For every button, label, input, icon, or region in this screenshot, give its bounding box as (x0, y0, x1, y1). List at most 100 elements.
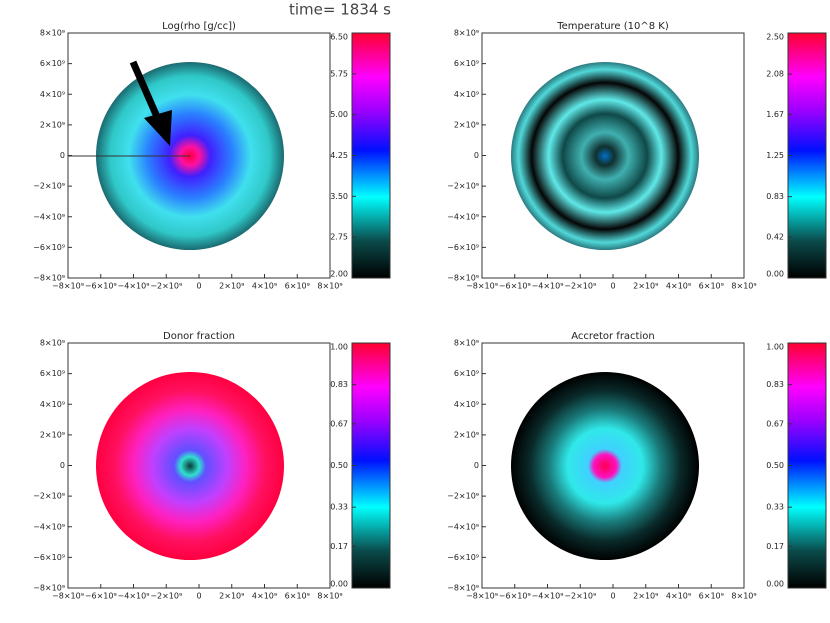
y-tick-label: −6×10⁹ (33, 243, 65, 252)
y-tick-label: 4×10⁹ (454, 90, 479, 99)
accretor-map (511, 372, 699, 560)
x-tick-label: −4×10⁹ (532, 592, 564, 601)
y-tick-label: −4×10⁹ (33, 212, 65, 221)
donor-map (96, 372, 284, 560)
y-tick-label: −6×10⁹ (447, 553, 479, 562)
colorbar-tick-label: 2.50 (766, 33, 784, 42)
colorbar-tick-label: 0.17 (330, 542, 348, 551)
colorbar-tick-label: 2.75 (330, 233, 348, 242)
x-tick-label: −8×10⁹ (466, 592, 498, 601)
y-tick-label: 6×10⁹ (454, 59, 479, 68)
colorbar-tick-label: 0.83 (766, 192, 784, 201)
colorbar-tick-label: 2.00 (330, 270, 348, 279)
x-tick-label: 4×10⁹ (666, 282, 691, 291)
colorbar-tick-label: 3.50 (330, 192, 348, 201)
x-tick-label: −4×10⁹ (118, 282, 150, 291)
colorbar-tick-label: 0.00 (766, 580, 784, 589)
colorbar-tick-label: 1.25 (766, 151, 784, 160)
x-tick-label: −6×10⁹ (499, 592, 531, 601)
x-tick-label: 4×10⁹ (252, 592, 277, 601)
x-tick-label: 2×10⁹ (219, 282, 244, 291)
colorbar-tick-label: 0.50 (766, 461, 784, 470)
x-tick-label: 0 (610, 282, 615, 291)
colorbar-tick-label: 0.50 (330, 461, 348, 470)
x-tick-label: −8×10⁹ (52, 282, 84, 291)
colorbar-tick-label: 5.75 (330, 69, 348, 78)
x-tick-label: 2×10⁹ (633, 282, 658, 291)
x-tick-label: 6×10⁹ (285, 282, 310, 291)
colorbar-tick-label: 0.33 (330, 503, 348, 512)
x-tick-label: 2×10⁹ (633, 592, 658, 601)
y-tick-label: −4×10⁹ (447, 522, 479, 531)
colorbar-tick-label: 2.08 (766, 70, 784, 79)
x-tick-label: −2×10⁹ (150, 592, 182, 601)
colorbar-tick-label: 1.67 (766, 110, 784, 119)
y-tick-label: −2×10⁹ (33, 492, 65, 501)
y-tick-label: −8×10⁹ (33, 584, 65, 593)
x-tick-label: −2×10⁹ (564, 592, 596, 601)
images (68, 60, 699, 560)
x-tick-label: 6×10⁹ (285, 592, 310, 601)
y-tick-label: −8×10⁹ (447, 274, 479, 283)
panel-title: Temperature (10^8 K) (556, 21, 669, 32)
y-tick-label: 2×10⁹ (454, 430, 479, 439)
y-tick-label: 6×10⁹ (454, 369, 479, 378)
x-tick-label: 4×10⁹ (666, 592, 691, 601)
panel-title: Donor fraction (163, 331, 235, 342)
x-tick-label: −2×10⁹ (150, 282, 182, 291)
x-tick-label: 6×10⁹ (699, 592, 724, 601)
panel-title: Accretor fraction (571, 331, 654, 342)
y-tick-label: −8×10⁹ (33, 274, 65, 283)
y-tick-label: 6×10⁹ (40, 369, 65, 378)
x-tick-label: −6×10⁹ (85, 592, 117, 601)
colorbar-tick-label: 0.67 (766, 419, 784, 428)
y-tick-label: −6×10⁹ (33, 553, 65, 562)
colorbar-tick-label: 0.33 (766, 503, 784, 512)
y-tick-label: 2×10⁹ (454, 120, 479, 129)
y-tick-label: 6×10⁹ (40, 59, 65, 68)
x-tick-label: 6×10⁹ (699, 282, 724, 291)
x-tick-label: 0 (610, 592, 615, 601)
x-tick-label: 8×10⁹ (317, 592, 342, 601)
y-tick-label: −4×10⁹ (447, 212, 479, 221)
colorbar-tick-label: 5.00 (330, 110, 348, 119)
colorbar-tick-label: 0.00 (330, 580, 348, 589)
y-tick-label: −6×10⁹ (447, 243, 479, 252)
y-tick-label: 2×10⁹ (40, 430, 65, 439)
colorbar-tick-label: 0.00 (766, 270, 784, 279)
x-tick-label: 8×10⁹ (731, 592, 756, 601)
y-tick-label: −8×10⁹ (447, 584, 479, 593)
colorbar-tick-label: 1.00 (330, 343, 348, 352)
x-tick-label: 8×10⁹ (731, 282, 756, 291)
colorbar-tick-label: 0.67 (330, 419, 348, 428)
y-tick-label: −2×10⁹ (33, 182, 65, 191)
colorbar (787, 32, 827, 279)
x-tick-label: 0 (196, 592, 201, 601)
y-tick-label: 0 (60, 461, 65, 470)
x-tick-label: 8×10⁹ (317, 282, 342, 291)
y-tick-label: 4×10⁹ (40, 400, 65, 409)
x-tick-label: −4×10⁹ (532, 282, 564, 291)
colorbar (787, 342, 827, 589)
y-tick-label: 4×10⁹ (40, 90, 65, 99)
x-tick-label: −8×10⁹ (52, 592, 84, 601)
y-tick-label: 0 (474, 461, 479, 470)
y-tick-label: 8×10⁹ (40, 29, 65, 38)
y-tick-label: −2×10⁹ (447, 182, 479, 191)
colorbar-tick-label: 0.83 (330, 380, 348, 389)
x-tick-label: 2×10⁹ (219, 592, 244, 601)
arrow-head (144, 110, 172, 146)
colorbar (351, 32, 391, 279)
y-tick-label: 0 (474, 151, 479, 160)
y-tick-label: −2×10⁹ (447, 492, 479, 501)
y-tick-label: 8×10⁹ (454, 339, 479, 348)
y-tick-label: 0 (60, 151, 65, 160)
colorbar-tick-label: 0.17 (766, 542, 784, 551)
colorbar-tick-label: 1.00 (766, 343, 784, 352)
y-tick-label: 8×10⁹ (40, 339, 65, 348)
y-tick-label: 8×10⁹ (454, 29, 479, 38)
x-tick-label: 4×10⁹ (252, 282, 277, 291)
colorbar-tick-label: 0.83 (766, 380, 784, 389)
colorbar-tick-label: 4.25 (330, 151, 348, 160)
